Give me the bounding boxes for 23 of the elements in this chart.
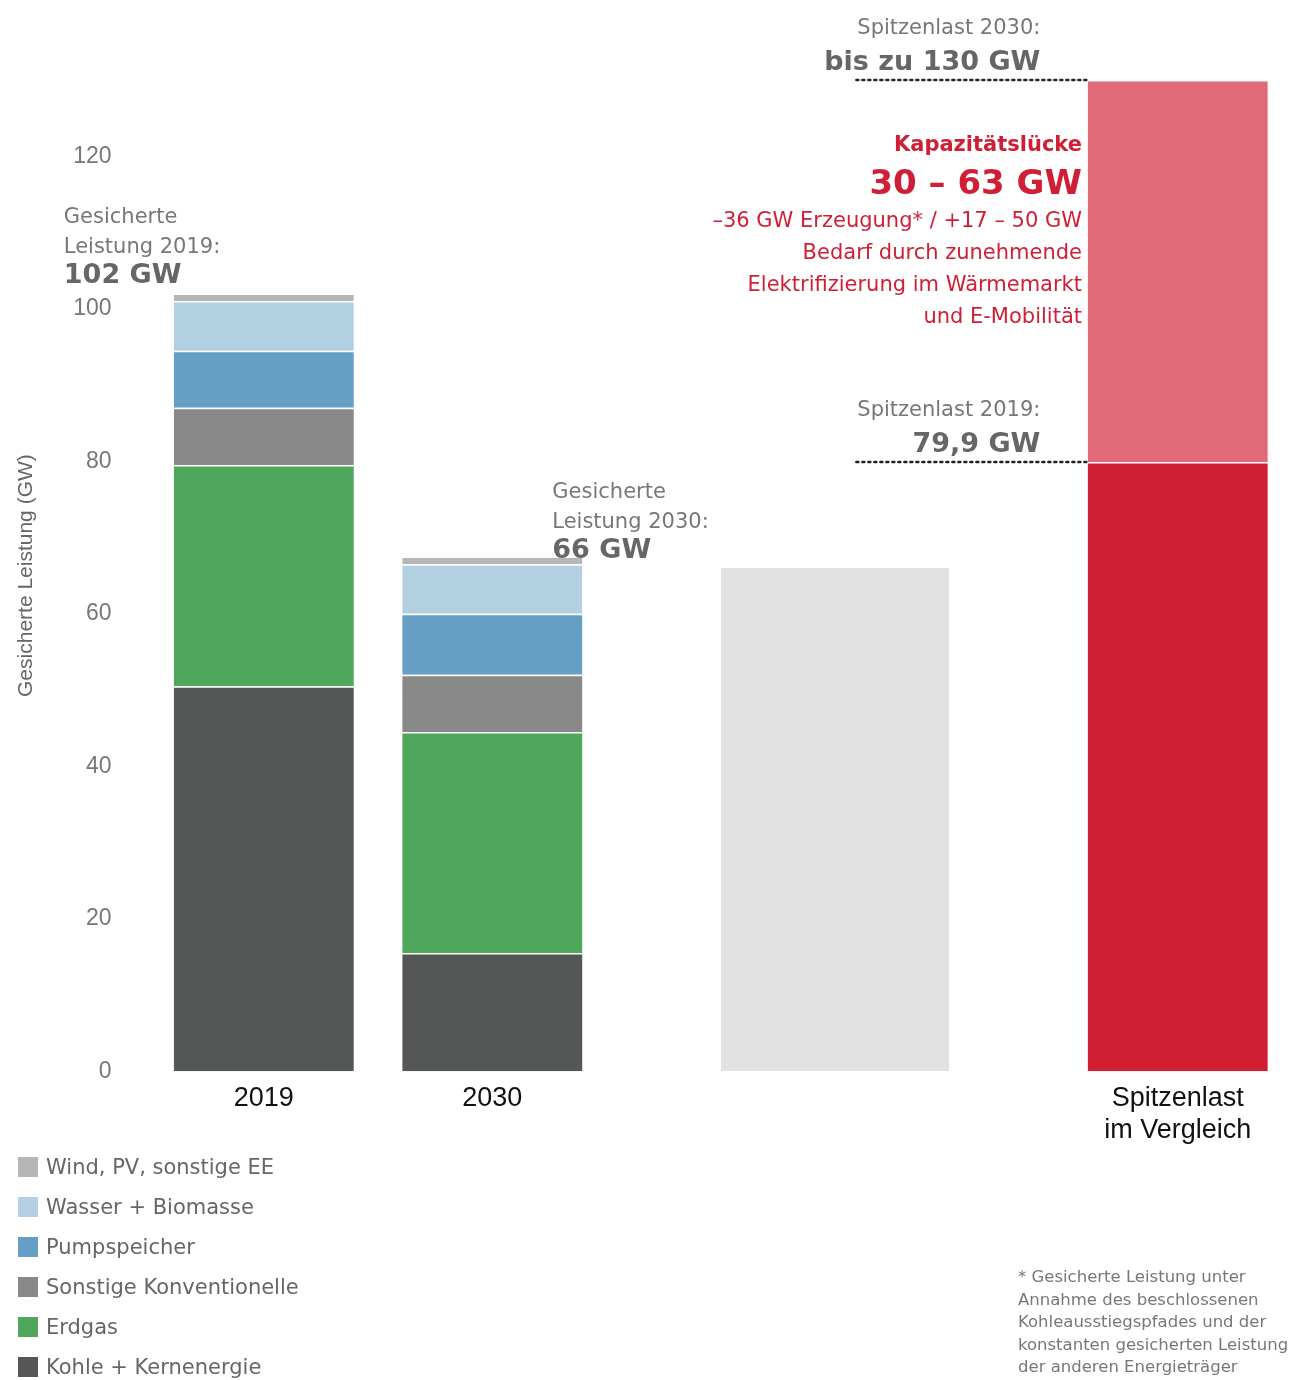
- annotation: Kapazitätslücke 30 – 63 GW –36 GW Erzeugung* / +17 – 50 GW Bedarf durch zunehmende Elektrifizierung im Wärmemarkt und E-Mobilität: [712, 131, 1082, 330]
- legend-label: Sonstige Konventionelle: [46, 1275, 299, 1299]
- legend-label: Pumpspeicher: [46, 1235, 195, 1259]
- ref-line-label: Spitzenlast 2030: bis zu 130 GW: [824, 15, 1041, 76]
- y-tick-label: 40: [85, 751, 112, 778]
- x-tick-label: Spitzenlast im Vergleich: [1104, 1081, 1252, 1145]
- annotation: Gesicherte Leistung 2019: 102 GW: [63, 204, 221, 290]
- y-tick-label: 0: [98, 1056, 112, 1083]
- x-tick-label: 2019: [233, 1081, 294, 1112]
- legend-label: Wasser + Biomasse: [46, 1195, 254, 1219]
- legend-label: Wind, PV, sonstige EE: [46, 1155, 275, 1179]
- legend-label: Kohle + Kernenergie: [46, 1355, 262, 1379]
- y-tick-label: 80: [85, 446, 112, 473]
- annotation: Gesicherte Leistung 2030: 66 GW: [552, 478, 709, 564]
- y-tick-label: 60: [85, 599, 112, 626]
- y-tick-label: 100: [73, 294, 112, 321]
- y-axis-title: Gesicherte Leistung (GW): [13, 454, 37, 697]
- legend-label: Erdgas: [46, 1315, 119, 1339]
- y-tick-label: 20: [85, 904, 112, 931]
- x-tick-label: 2030: [462, 1081, 523, 1112]
- y-tick-label: 120: [73, 141, 112, 168]
- ref-line-label: Spitzenlast 2019: 79,9 GW: [857, 396, 1041, 458]
- text: * Gesicherte Leistung unter Annahme des beschlossenen Kohleausstiegspfades und der konstanten gesicherten Leistung der anderen Energieträger: [1018, 1266, 1289, 1378]
